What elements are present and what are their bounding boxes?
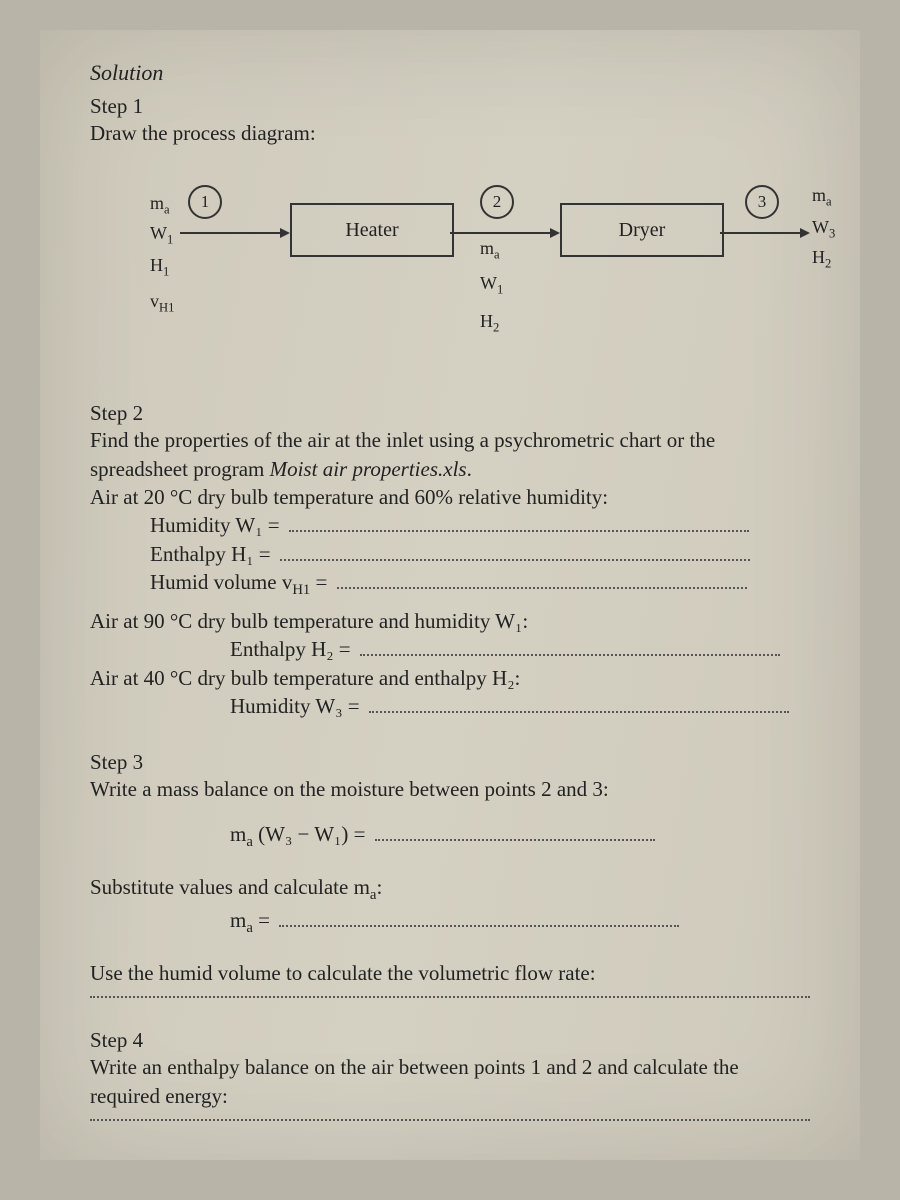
- step4-title: Step 4: [90, 1028, 810, 1053]
- label-h1-left: H1: [150, 255, 169, 280]
- dryer-box: Dryer: [560, 203, 724, 257]
- step2-title: Step 2: [90, 401, 810, 426]
- node-3: 3: [745, 185, 779, 219]
- step2-enthalpy-h2: Enthalpy H₂ =: [230, 635, 810, 663]
- arrow-2: [450, 223, 560, 243]
- step3-line2: Substitute values and calculate ma:: [90, 873, 810, 906]
- node-1: 1: [188, 185, 222, 219]
- step2-humid-vol: Humid volume vH1 =: [150, 568, 810, 601]
- label-vh1-left: vH1: [150, 291, 174, 316]
- step2-line1a: Find the properties of the air at the in…: [90, 426, 810, 454]
- label-w1-mid: W1: [480, 273, 503, 298]
- step3-line1: Write a mass balance on the moisture bet…: [90, 775, 810, 803]
- step2-line2: Air at 20 °C dry bulb temperature and 60…: [90, 483, 810, 511]
- step4-line2: required energy:: [90, 1082, 810, 1110]
- page: Solution Step 1 Draw the process diagram…: [40, 30, 860, 1160]
- node-2: 2: [480, 185, 514, 219]
- step3-line3: Use the humid volume to calculate the vo…: [90, 959, 810, 987]
- label-w1-left: W1: [150, 223, 173, 248]
- process-diagram: ma W1 H1 vH1 1 Heater 2: [150, 183, 830, 363]
- step3-eq1: ma (W₃ − W₁) =: [230, 820, 810, 853]
- step1-line: Draw the process diagram:: [90, 119, 810, 147]
- step4-line1: Write an enthalpy balance on the air bet…: [90, 1053, 810, 1081]
- solution-label: Solution: [90, 60, 810, 86]
- step1-title: Step 1: [90, 94, 810, 119]
- label-ma-mid: ma: [480, 238, 500, 263]
- label-ma-left: ma: [150, 193, 170, 218]
- arrow-1: [180, 223, 290, 243]
- step3-title: Step 3: [90, 750, 810, 775]
- step2-line1b: spreadsheet program Moist air properties…: [90, 455, 810, 483]
- step2-line3: Air at 90 °C dry bulb temperature and hu…: [90, 607, 810, 635]
- label-h2-mid: H2: [480, 311, 499, 336]
- arrow-3: [720, 223, 810, 243]
- label-w3-right: W3: [812, 217, 835, 242]
- step4-blank-line: [90, 1118, 810, 1121]
- label-ma-right: ma: [812, 185, 832, 210]
- step2-humidity-w3: Humidity W₃ =: [230, 692, 810, 720]
- label-h2-right: H2: [812, 247, 831, 272]
- heater-box: Heater: [290, 203, 454, 257]
- step2-humidity-w1: Humidity W₁ =: [150, 511, 810, 539]
- step2-enthalpy-h1: Enthalpy H₁ =: [150, 540, 810, 568]
- step3-eq2: ma =: [230, 906, 810, 939]
- step2-line4: Air at 40 °C dry bulb temperature and en…: [90, 664, 810, 692]
